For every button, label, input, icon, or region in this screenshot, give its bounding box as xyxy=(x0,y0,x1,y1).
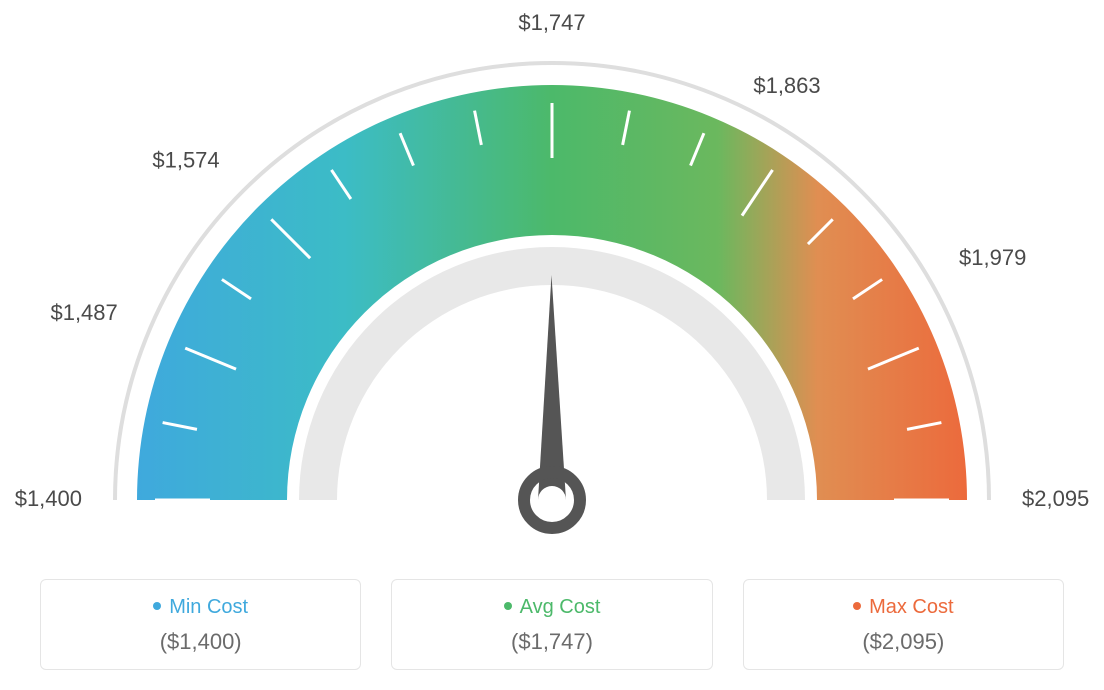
dot-max-icon xyxy=(853,602,861,610)
svg-text:$1,400: $1,400 xyxy=(15,486,82,511)
legend-max-title: Max Cost xyxy=(754,596,1053,619)
legend-min-label: Min Cost xyxy=(169,596,248,618)
legend-max-label: Max Cost xyxy=(869,596,953,618)
gauge-svg: $1,400 $1,487 $1,574 $1,747 $1,863 $1,979 $2,0… xyxy=(0,0,1104,560)
legend-max: Max Cost ($2,095) xyxy=(743,579,1064,670)
svg-text:$2,095: $2,095 xyxy=(1022,486,1089,511)
gauge-chart: $1,400 $1,487 $1,574 $1,747 $1,863 $1,979 $2,0… xyxy=(0,0,1104,690)
svg-text:$1,979: $1,979 xyxy=(959,245,1026,270)
dot-min-icon xyxy=(153,602,161,610)
legend-avg: Avg Cost ($1,747) xyxy=(391,579,712,670)
legend-min-value: ($1,400) xyxy=(51,629,350,655)
legend-avg-value: ($1,747) xyxy=(402,629,701,655)
legend-max-value: ($2,095) xyxy=(754,629,1053,655)
dot-avg-icon xyxy=(504,602,512,610)
svg-text:$1,487: $1,487 xyxy=(50,300,117,325)
legend-min-title: Min Cost xyxy=(51,596,350,619)
svg-text:$1,863: $1,863 xyxy=(753,73,820,98)
svg-text:$1,747: $1,747 xyxy=(518,10,585,35)
svg-text:$1,574: $1,574 xyxy=(152,148,219,173)
legend-min: Min Cost ($1,400) xyxy=(40,579,361,670)
legend-avg-label: Avg Cost xyxy=(520,596,601,618)
legend-avg-title: Avg Cost xyxy=(402,596,701,619)
legend-row: Min Cost ($1,400) Avg Cost ($1,747) Max … xyxy=(0,579,1104,670)
